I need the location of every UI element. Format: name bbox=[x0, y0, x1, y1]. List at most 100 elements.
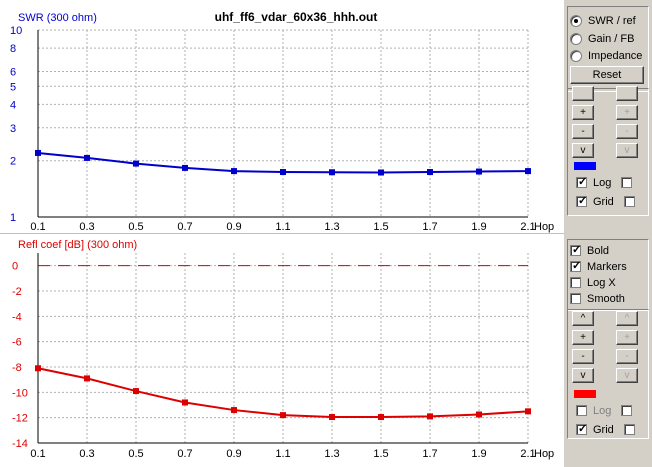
right-scale-up-button[interactable] bbox=[616, 86, 638, 101]
left-scale-down-button[interactable]: v bbox=[572, 143, 594, 158]
y-axis-title: Refl coef [dB] (300 ohm) bbox=[18, 239, 137, 251]
y-axis-title: SWR (300 ohm) bbox=[18, 12, 97, 24]
refl-data-point bbox=[84, 375, 90, 382]
x-tick-label: 1.3 bbox=[324, 221, 339, 233]
radio-impedance-dot[interactable] bbox=[570, 49, 582, 62]
chart-background bbox=[0, 0, 564, 233]
y-tick-label: 5 bbox=[10, 81, 16, 93]
top-log-check[interactable]: Log bbox=[576, 175, 633, 190]
x-tick-label: 0.5 bbox=[128, 448, 143, 460]
swr-data-point bbox=[427, 169, 433, 176]
right-minus-button[interactable]: - bbox=[616, 124, 638, 139]
x-tick-label: 0.9 bbox=[226, 221, 241, 233]
swr-data-point bbox=[133, 160, 139, 167]
x-tick-label: 0.7 bbox=[177, 448, 192, 460]
swr-data-point bbox=[280, 169, 286, 176]
left-scale-down-button[interactable]: v bbox=[572, 368, 594, 383]
markers-check[interactable]: Markers bbox=[570, 259, 627, 274]
y-tick-label: 10 bbox=[10, 25, 22, 37]
y-tick-label: -2 bbox=[12, 286, 22, 298]
right-plus-button[interactable]: + bbox=[616, 330, 638, 345]
smooth-label: Smooth bbox=[587, 292, 625, 305]
x-tick-label: 0.3 bbox=[79, 221, 94, 233]
bottom-scale-group bbox=[567, 309, 649, 439]
refl-data-point bbox=[378, 414, 384, 421]
x-tick-label: 1.5 bbox=[373, 448, 388, 460]
top-log-right-checkbox[interactable] bbox=[621, 177, 633, 188]
top-grid-check[interactable]: Grid bbox=[576, 194, 635, 209]
markers-checkbox[interactable] bbox=[570, 259, 581, 272]
left-plus-button[interactable]: + bbox=[572, 330, 594, 345]
right-scale-down-button[interactable]: v bbox=[616, 368, 638, 383]
x-tick-label: 0.5 bbox=[128, 221, 143, 233]
top-color-swatch[interactable] bbox=[574, 162, 596, 170]
radio-gain[interactable]: Gain / FB bbox=[570, 31, 634, 46]
swr-data-point bbox=[476, 168, 482, 175]
bold-checkbox[interactable] bbox=[570, 243, 581, 256]
left-minus-button[interactable]: - bbox=[572, 349, 594, 364]
radio-impedance[interactable]: Impedance bbox=[570, 48, 642, 63]
logx-check[interactable]: Log X bbox=[570, 275, 616, 290]
radio-gain-dot[interactable] bbox=[570, 32, 582, 45]
bottom-control-panel: Bold Markers Log X Smooth ^ + - v ^ + - v Log G… bbox=[564, 233, 650, 467]
display-options-group bbox=[567, 239, 649, 311]
radio-swr[interactable]: SWR / ref bbox=[570, 13, 636, 28]
right-scale-down-button[interactable]: v bbox=[616, 143, 638, 158]
smooth-check[interactable]: Smooth bbox=[570, 291, 625, 306]
x-unit-label: Hop bbox=[534, 221, 554, 233]
top-grid-checkbox[interactable] bbox=[576, 194, 587, 207]
swr-chart: 10 8 6 5 4 3 2 1 0.1 0.3 0.5 0.7 0.9 1.1 1.3 1.5 1.7 1.9 2… bbox=[0, 0, 564, 233]
right-plus-button[interactable]: + bbox=[616, 105, 638, 120]
left-minus-button[interactable]: - bbox=[572, 124, 594, 139]
x-tick-label: 1.1 bbox=[275, 448, 290, 460]
swr-data-point bbox=[329, 169, 335, 176]
y-tick-label: -14 bbox=[12, 438, 28, 450]
bottom-log-right-checkbox[interactable] bbox=[621, 405, 633, 416]
y-tick-label: 8 bbox=[10, 43, 16, 55]
y-tick-label: 2 bbox=[10, 156, 16, 168]
y-tick-label: 6 bbox=[10, 66, 16, 78]
bottom-grid-right-checkbox[interactable] bbox=[623, 424, 635, 435]
x-tick-label: 2.1 bbox=[520, 221, 535, 233]
chart-background bbox=[0, 233, 564, 467]
bottom-log-check[interactable]: Log bbox=[576, 403, 633, 418]
bottom-grid-label: Grid bbox=[593, 423, 614, 436]
x-unit-label: Hop bbox=[534, 448, 554, 460]
bottom-grid-checkbox[interactable] bbox=[576, 422, 587, 435]
x-tick-label: 1.9 bbox=[471, 221, 486, 233]
plot-type-group bbox=[567, 6, 649, 92]
x-tick-label: 0.7 bbox=[177, 221, 192, 233]
bold-label: Bold bbox=[587, 244, 610, 257]
refl-data-point bbox=[476, 411, 482, 418]
x-tick-label: 1.7 bbox=[422, 221, 437, 233]
bottom-grid-check[interactable]: Grid bbox=[576, 422, 635, 437]
swr-data-point bbox=[35, 149, 41, 156]
top-grid-label: Grid bbox=[593, 195, 614, 208]
bottom-log-label: Log bbox=[593, 404, 612, 417]
x-tick-label: 0.3 bbox=[79, 448, 94, 460]
swr-data-point bbox=[182, 164, 188, 171]
top-control-panel: SWR / ref Gain / FB Impedance Reset + - v +… bbox=[564, 0, 650, 233]
y-tick-label: 4 bbox=[10, 99, 16, 111]
markers-label: Markers bbox=[587, 260, 627, 273]
bottom-log-checkbox[interactable] bbox=[576, 405, 587, 416]
left-scale-up-button[interactable]: ^ bbox=[572, 311, 594, 326]
swr-data-point bbox=[378, 169, 384, 176]
left-scale-up-button[interactable] bbox=[572, 86, 594, 101]
bottom-color-swatch[interactable] bbox=[574, 390, 596, 398]
radio-swr-label: SWR / ref bbox=[588, 14, 636, 27]
reset-button[interactable]: Reset bbox=[570, 66, 644, 84]
smooth-checkbox[interactable] bbox=[570, 293, 581, 304]
top-grid-right-checkbox[interactable] bbox=[623, 196, 635, 207]
radio-gain-label: Gain / FB bbox=[588, 32, 635, 45]
right-scale-up-button[interactable]: ^ bbox=[616, 311, 638, 326]
bold-check[interactable]: Bold bbox=[570, 243, 609, 258]
logx-checkbox[interactable] bbox=[570, 277, 581, 288]
y-tick-label: -12 bbox=[12, 413, 28, 425]
left-plus-button[interactable]: + bbox=[572, 105, 594, 120]
radio-swr-dot[interactable] bbox=[570, 14, 582, 27]
top-log-checkbox[interactable] bbox=[576, 175, 587, 188]
refl-data-point bbox=[280, 412, 286, 419]
refl-data-point bbox=[35, 365, 41, 372]
right-minus-button[interactable]: - bbox=[616, 349, 638, 364]
